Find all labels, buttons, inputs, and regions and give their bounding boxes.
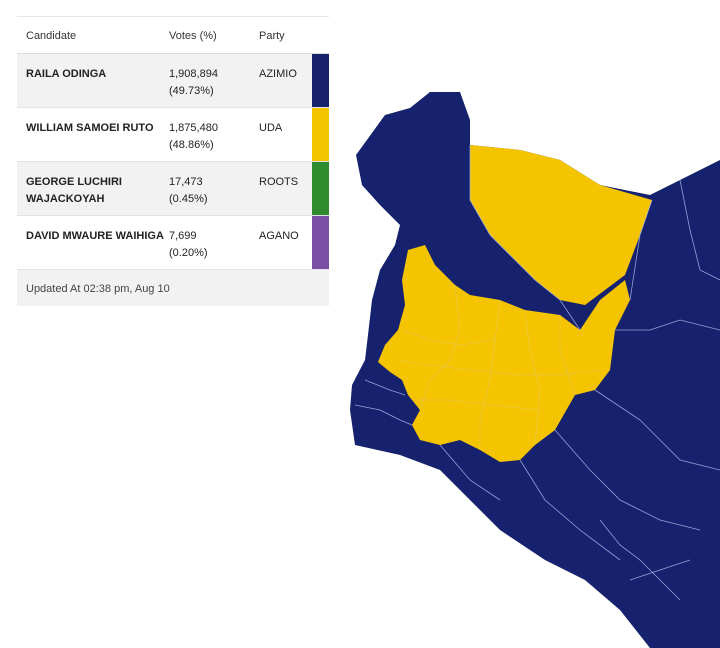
candidate-name: WILLIAM SAMOEI RUTO <box>26 122 154 134</box>
candidate-party: AZIMIO <box>259 68 297 80</box>
party-color-swatch <box>312 54 329 107</box>
vote-percent: (49.73%) <box>169 85 214 97</box>
vote-count: 1,875,480 <box>169 122 218 134</box>
candidate-votes: 7,699 (0.20%) <box>169 228 249 262</box>
results-table: Candidate Votes (%) Party RAILA ODINGA 1… <box>17 16 329 306</box>
candidate-votes: 17,473 (0.45%) <box>169 174 249 208</box>
candidate-name: DAVID MWAURE WAIHIGA <box>26 230 164 242</box>
vote-count: 17,473 <box>169 176 203 188</box>
table-header: Candidate Votes (%) Party <box>17 17 329 54</box>
table-row: DAVID MWAURE WAIHIGA 7,699 (0.20%) AGANO <box>17 216 329 270</box>
party-color-swatch <box>312 216 329 269</box>
party-color-swatch <box>312 162 329 215</box>
updated-timestamp: Updated At 02:38 pm, Aug 10 <box>26 283 170 295</box>
candidate-votes: 1,908,894 (49.73%) <box>169 66 249 100</box>
header-votes: Votes (%) <box>169 30 217 42</box>
table-row: WILLIAM SAMOEI RUTO 1,875,480 (48.86%) U… <box>17 108 329 162</box>
header-party: Party <box>259 30 285 42</box>
party-color-swatch <box>312 108 329 161</box>
vote-percent: (0.20%) <box>169 247 208 259</box>
vote-count: 1,908,894 <box>169 68 218 80</box>
candidate-name: GEORGE LUCHIRI WAJACKOYAH <box>26 176 122 205</box>
vote-percent: (0.45%) <box>169 193 208 205</box>
table-footer: Updated At 02:38 pm, Aug 10 <box>17 270 329 306</box>
vote-count: 7,699 <box>169 230 197 242</box>
candidate-party: ROOTS <box>259 176 299 188</box>
table-row: GEORGE LUCHIRI WAJACKOYAH 17,473 (0.45%)… <box>17 162 329 216</box>
map-region-uda-north[interactable] <box>470 145 652 305</box>
header-candidate: Candidate <box>26 30 77 42</box>
candidate-party: UDA <box>259 122 283 134</box>
candidate-votes: 1,875,480 (48.86%) <box>169 120 249 154</box>
candidate-name: RAILA ODINGA <box>26 68 107 80</box>
vote-percent: (48.86%) <box>169 139 214 151</box>
map-region-uda-central[interactable] <box>378 245 630 462</box>
table-row: RAILA ODINGA 1,908,894 (49.73%) AZIMIO <box>17 54 329 108</box>
candidate-party: AGANO <box>259 230 299 242</box>
